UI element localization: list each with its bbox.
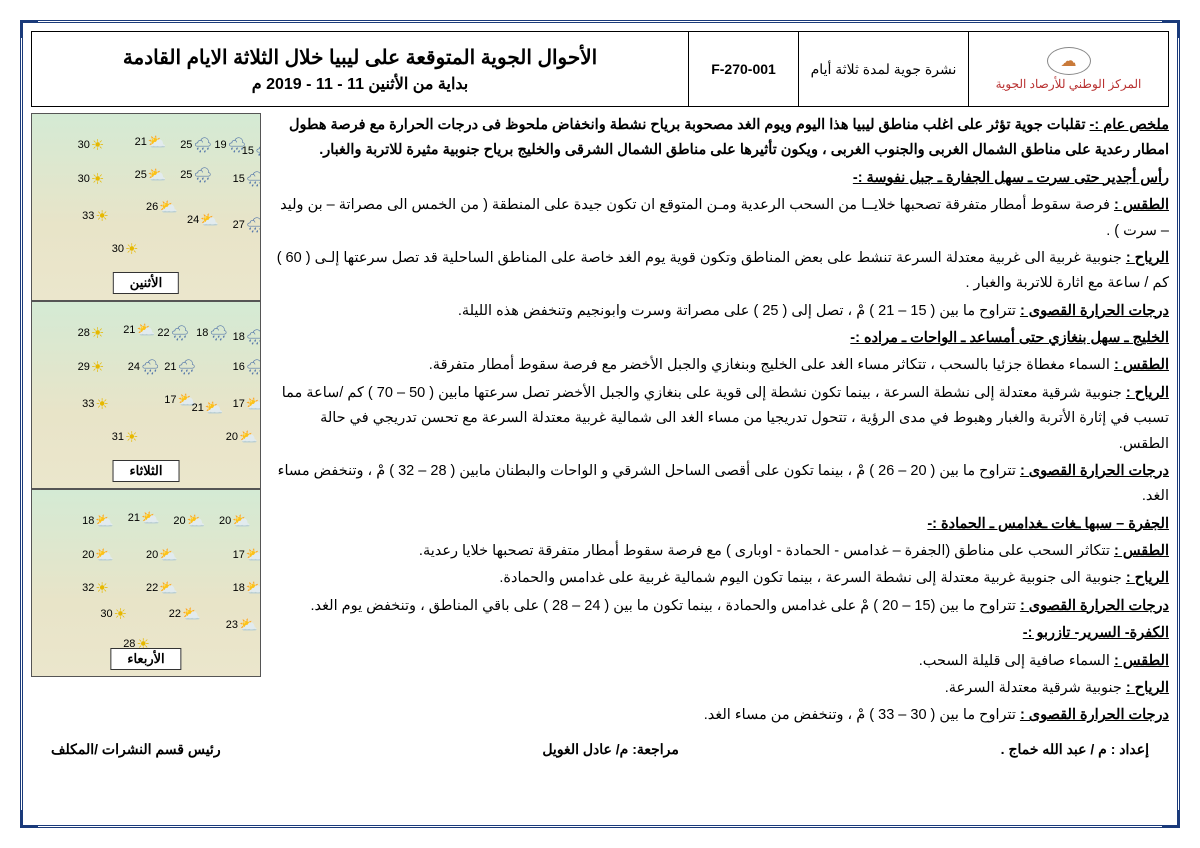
org-name: المركز الوطني للأرصاد الجوية <box>996 77 1142 91</box>
map-day-label: الأربعاء <box>110 648 181 670</box>
region-title: الخليج ـ سهل بنغازي حتى أمساعد ـ الواحات… <box>850 330 1169 346</box>
region-line: الطقس : السماء صافية إلى قليلة السحب. <box>269 649 1169 674</box>
summary-label: ملخص عام :- <box>1090 117 1169 133</box>
region-line: الرياح : جنوبية شرقية معتدلة إلى نشطة ال… <box>269 381 1169 457</box>
prepared-by: إعداد : م / عبد الله خماج . <box>1001 741 1149 758</box>
document-frame: ☁ المركز الوطني للأرصاد الجوية نشرة جوية… <box>20 20 1180 828</box>
weather-point: ⛅17 <box>233 395 261 413</box>
weather-point: ⛅21 <box>192 399 224 417</box>
weather-point: 🌧25 <box>180 166 212 184</box>
weather-point: ⛅20 <box>173 512 205 530</box>
title-cell: الأحوال الجوية المتوقعة على ليبيا خلال ا… <box>32 32 688 106</box>
weather-point: ☀30 <box>112 240 139 258</box>
weather-point: ☀29 <box>78 358 105 376</box>
footer-row: إعداد : م / عبد الله خماج . مراجعة: م/ ع… <box>31 741 1169 758</box>
weather-point: 🌧22 <box>157 324 189 342</box>
weather-point: ☀31 <box>112 428 139 446</box>
sub-title: بداية من الأثنين 11 - 11 - 2019 م <box>252 74 469 94</box>
region-line: درجات الحرارة القصوى : تتراوح ما بين ( 2… <box>269 459 1169 510</box>
corner-decoration <box>20 20 38 38</box>
region-line: الرياح : جنوبية غربية الى غربية معتدلة ا… <box>269 246 1169 297</box>
weather-point: 🌧15 <box>242 142 261 160</box>
corner-decoration <box>1162 20 1180 38</box>
region-line: درجات الحرارة القصوى : تتراوح ما بين ( 1… <box>269 299 1169 324</box>
region-line: الطقس : تتكاثر السحب على مناطق (الجفرة –… <box>269 539 1169 564</box>
weather-point: ⛅22 <box>146 579 178 597</box>
forecast-map: ☀30⛅21🌧25🌧19🌧15☀30⛅25🌧25🌧15☀33⛅26⛅24🌧27☀… <box>31 113 261 301</box>
region-block: الجفرة – سبها ـغات ـغدامس ـ الحمادة :- ال… <box>269 512 1169 620</box>
weather-point: ⛅26 <box>146 198 178 216</box>
weather-point: ⛅21 <box>123 321 155 339</box>
weather-point: ⛅21 <box>128 509 160 527</box>
weather-point: ☀30 <box>78 170 105 188</box>
weather-point: 🌧24 <box>128 358 160 376</box>
forecast-text: ملخص عام :- تقلبات جوية تؤثر على اغلب من… <box>269 113 1169 731</box>
bulletin-type: نشرة جوية لمدة ثلاثة أيام <box>798 32 968 106</box>
weather-point: 🌧15 <box>233 170 261 188</box>
weather-point: ⛅20 <box>226 428 258 446</box>
summary-text: تقلبات جوية تؤثر على اغلب مناطق ليبيا هذ… <box>289 117 1169 158</box>
weather-point: ☀33 <box>82 395 109 413</box>
weather-point: ☀32 <box>82 579 109 597</box>
weather-point: ☀33 <box>82 207 109 225</box>
weather-point: ⛅21 <box>135 133 167 151</box>
region-line: الرياح : جنوبية شرقية معتدلة السرعة. <box>269 676 1169 701</box>
region-block: الكفرة- السرير- تازربو :- الطقس : السماء … <box>269 621 1169 729</box>
section-head: رئيس قسم النشرات /المكلف <box>51 741 221 758</box>
corner-decoration <box>20 810 38 828</box>
main-title: الأحوال الجوية المتوقعة على ليبيا خلال ا… <box>123 45 597 70</box>
logo-cell: ☁ المركز الوطني للأرصاد الجوية <box>968 32 1168 106</box>
weather-point: ⛅17 <box>233 546 261 564</box>
weather-point: 🌧27 <box>233 216 261 234</box>
weather-point: ⛅20 <box>219 512 251 530</box>
weather-point: 🌧25 <box>180 136 212 154</box>
region-line: درجات الحرارة القصوى : تتراوح ما بين ( 3… <box>269 703 1169 728</box>
forecast-map: ☀28⛅21🌧22🌧18🌧18☀29🌧24🌧21🌧16☀33⛅17⛅21⛅17☀… <box>31 301 261 489</box>
map-day-label: الأثنين <box>113 272 179 294</box>
weather-point: ☀30 <box>100 605 127 623</box>
region-line: الرياح : جنوبية الى جنوبية غربية معتدلة … <box>269 566 1169 591</box>
corner-decoration <box>1162 810 1180 828</box>
region-line: الطقس : السماء مغطاة جزئيا بالسحب ، تتكا… <box>269 353 1169 378</box>
weather-point: ⛅23 <box>226 616 258 634</box>
region-title: الكفرة- السرير- تازربو :- <box>1023 625 1169 641</box>
regions-container: رأس أجدير حتى سرت ـ سهل الجفارة ـ جبل نف… <box>269 166 1169 729</box>
weather-point: ⛅18 <box>82 512 114 530</box>
weather-point: ⛅20 <box>146 546 178 564</box>
region-title: رأس أجدير حتى سرت ـ سهل الجفارة ـ جبل نف… <box>853 170 1169 186</box>
weather-point: ☀30 <box>78 136 105 154</box>
maps-column: ☀30⛅21🌧25🌧19🌧15☀30⛅25🌧25🌧15☀33⛅26⛅24🌧27☀… <box>31 113 261 731</box>
region-block: الخليج ـ سهل بنغازي حتى أمساعد ـ الواحات… <box>269 326 1169 510</box>
weather-point: 🌧18 <box>196 324 228 342</box>
weather-point: ⛅25 <box>135 166 167 184</box>
weather-point: ⛅22 <box>169 605 201 623</box>
weather-point: 🌧16 <box>233 358 261 376</box>
weather-point: ☀28 <box>78 324 105 342</box>
region-line: درجات الحرارة القصوى : تتراوح ما بين (15… <box>269 594 1169 619</box>
weather-point: ⛅24 <box>187 211 219 229</box>
weather-point: ⛅20 <box>82 546 114 564</box>
region-title: الجفرة – سبها ـغات ـغدامس ـ الحمادة :- <box>927 516 1169 532</box>
map-day-label: الثلاثاء <box>113 460 180 482</box>
region-block: رأس أجدير حتى سرت ـ سهل الجفارة ـ جبل نف… <box>269 166 1169 324</box>
reviewed-by: مراجعة: م/ عادل الغويل <box>542 741 679 758</box>
content-area: ملخص عام :- تقلبات جوية تؤثر على اغلب من… <box>31 113 1169 731</box>
weather-point: ⛅18 <box>233 579 261 597</box>
form-code: F-270-001 <box>688 32 798 106</box>
weather-point: 🌧21 <box>164 358 196 376</box>
weather-point: 🌧18 <box>233 328 261 346</box>
header-table: ☁ المركز الوطني للأرصاد الجوية نشرة جوية… <box>31 31 1169 107</box>
region-line: الطقس : فرصة سقوط أمطار متفرقة تصحبها خل… <box>269 193 1169 244</box>
forecast-map: ⛅18⛅21⛅20⛅20⛅20⛅20⛅17☀32⛅22⛅18☀30⛅22⛅23☀… <box>31 489 261 677</box>
logo-icon: ☁ <box>1047 47 1091 75</box>
